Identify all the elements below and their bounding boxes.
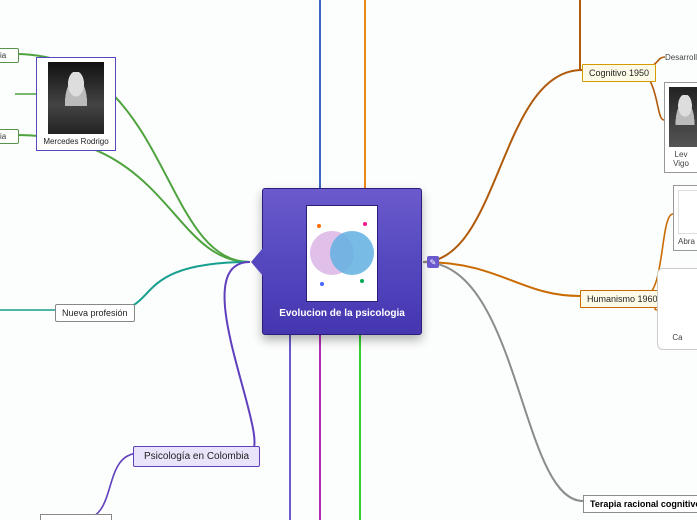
node-abra[interactable]: Abra bbox=[673, 185, 697, 251]
caption-lev: Lev Vigo bbox=[669, 150, 693, 168]
left-stub-1[interactable]: ia bbox=[0, 48, 19, 63]
node-ca[interactable]: Ca bbox=[657, 268, 697, 350]
central-image bbox=[306, 205, 378, 302]
label-desarrollo[interactable]: Desarroll bbox=[665, 53, 697, 62]
photo-abra bbox=[678, 190, 697, 234]
node-psicologia-colombia[interactable]: Psicología en Colombia bbox=[133, 446, 260, 467]
caption-mercedes: Mercedes Rodrigo bbox=[41, 137, 111, 146]
central-title: Evolucion de la psicologia bbox=[279, 308, 405, 319]
left-stub-2[interactable]: ia bbox=[0, 129, 19, 144]
central-topic[interactable]: Evolucion de la psicologia bbox=[262, 188, 422, 335]
photo-lev bbox=[669, 87, 697, 147]
node-cutoff-bottom-left[interactable] bbox=[40, 514, 112, 520]
node-humanismo[interactable]: Humanismo 1960 bbox=[580, 290, 665, 308]
node-nueva-profesion[interactable]: Nueva profesión bbox=[55, 304, 135, 322]
node-terapia[interactable]: Terapia racional cognitivo conduc bbox=[583, 495, 697, 513]
caption-ca: Ca bbox=[662, 333, 693, 342]
node-cognitivo[interactable]: Cognitivo 1950 bbox=[582, 64, 656, 82]
photo-ca bbox=[662, 273, 696, 329]
note-icon[interactable]: ✎ bbox=[427, 256, 439, 268]
photo-mercedes bbox=[48, 62, 104, 134]
node-lev[interactable]: Lev Vigo bbox=[664, 82, 697, 173]
caption-abra: Abra bbox=[678, 237, 693, 246]
node-mercedes[interactable]: Mercedes Rodrigo bbox=[36, 57, 116, 151]
